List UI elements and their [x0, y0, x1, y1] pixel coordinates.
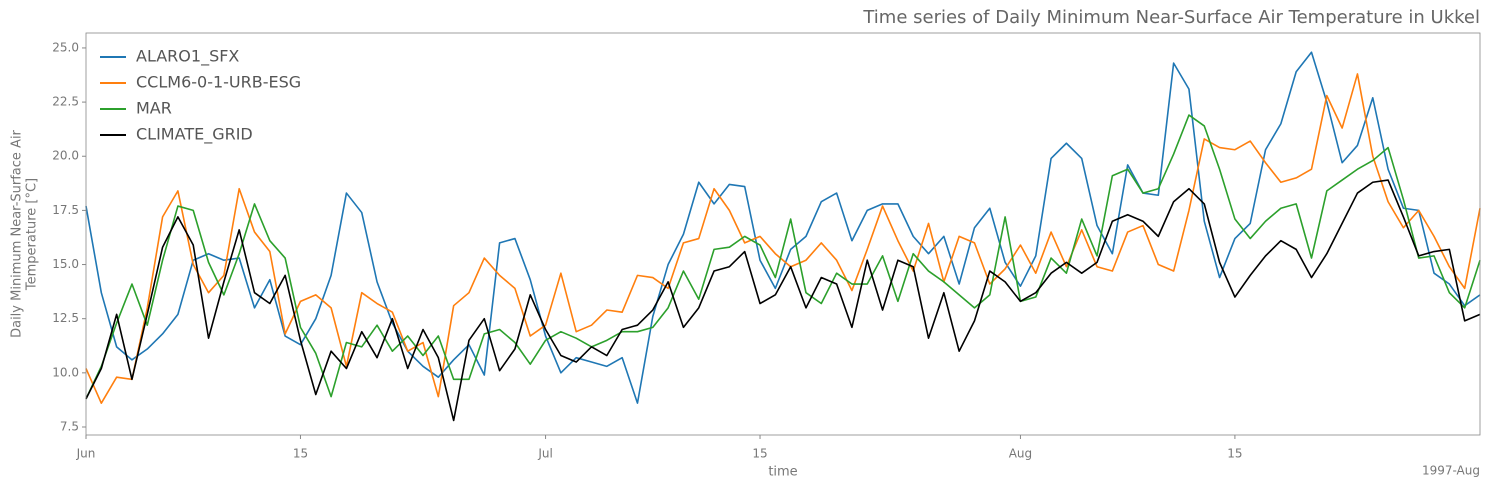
legend-label: CCLM6-0-1-URB-ESG	[136, 73, 301, 92]
x-axis-label: time	[768, 465, 797, 480]
chart-title: Time series of Daily Minimum Near-Surfac…	[862, 7, 1480, 28]
series-line	[85, 73, 1481, 404]
x-tick-label: Jul	[537, 447, 552, 461]
legend-label: CLIMATE_GRID	[136, 125, 253, 145]
y-tick-label: 17.5	[52, 203, 79, 217]
legend-label: ALARO1_SFX	[136, 47, 239, 67]
y-tick-label: 25.0	[52, 40, 79, 54]
y-tick-label: 10.0	[52, 365, 79, 379]
y-tick-label: 22.5	[52, 95, 79, 109]
series-line	[85, 51, 1481, 404]
x-tick-label: Aug	[1009, 447, 1032, 461]
x-tick-label: 15	[293, 447, 308, 461]
series-line	[85, 114, 1481, 400]
y-tick-label: 7.5	[60, 419, 79, 433]
x-tick-label: 15	[752, 447, 767, 461]
y-axis-label: Daily Minimum Near-Surface AirTemperatur…	[9, 129, 39, 337]
plot-frame	[85, 32, 1481, 436]
legend-label: MAR	[136, 99, 172, 118]
series-line	[85, 179, 1481, 422]
y-tick-label: 15.0	[52, 257, 79, 271]
x-tick-label: Jun	[76, 447, 96, 461]
x-tick-label: 15	[1227, 447, 1242, 461]
x-offset-label: 1997-Aug	[1422, 464, 1480, 478]
y-tick-label: 12.5	[52, 311, 79, 325]
y-tick-label: 20.0	[52, 149, 79, 163]
